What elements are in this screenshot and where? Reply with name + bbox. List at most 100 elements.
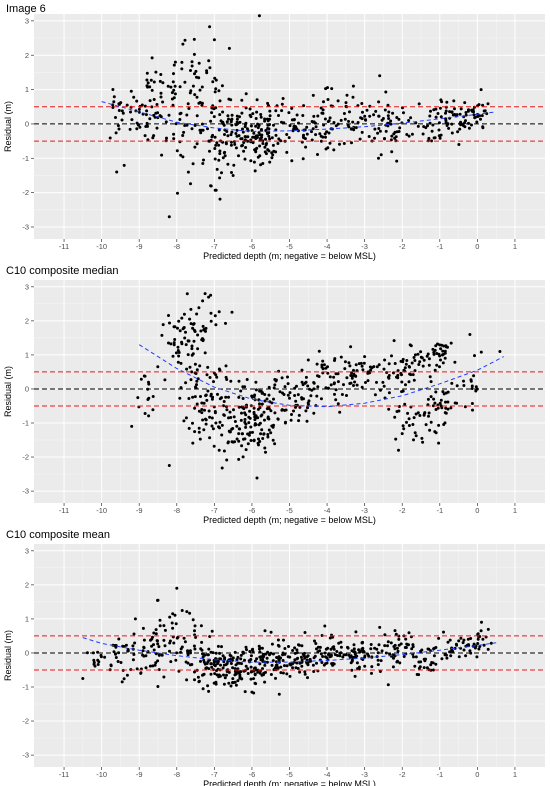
data-point [400,380,404,384]
data-point [266,433,270,436]
data-point [489,641,493,645]
data-point [314,133,318,137]
data-point [191,84,195,88]
data-point [339,118,343,122]
data-point [261,667,264,671]
data-point [353,650,357,654]
data-point [306,676,309,680]
data-point [290,413,293,416]
data-point [230,123,234,127]
data-point [217,158,221,162]
data-point [263,393,267,396]
data-point [241,127,244,131]
data-point [190,347,194,351]
data-point [427,357,431,361]
data-point [198,128,202,132]
data-point [315,661,318,665]
data-point [443,356,447,360]
data-point [222,123,226,127]
data-point [265,397,269,401]
data-point [262,652,266,656]
data-point [401,424,405,428]
data-point [419,350,423,354]
data-point [402,427,406,431]
data-point [464,654,468,658]
data-point [413,431,417,435]
data-point [383,137,386,140]
data-point [270,156,274,160]
data-point [306,402,310,406]
x-axis-title: Predicted depth (m; negative = below MSL… [203,251,376,261]
data-point [274,676,277,680]
data-point [353,674,357,678]
data-point [445,100,449,104]
data-point [234,683,238,687]
data-point [450,649,454,653]
data-point [197,409,201,413]
data-point [395,410,399,413]
data-point [218,197,222,201]
data-point [443,351,447,355]
trend-curve [138,344,504,408]
y-tick-label: 3 [25,546,29,555]
data-point [417,666,421,670]
outlier-point [363,355,367,359]
data-point [474,385,478,389]
data-point [356,121,360,124]
data-point [466,637,470,641]
data-point [168,321,171,325]
data-point [470,402,474,405]
data-point [217,310,221,314]
data-point [286,655,290,659]
data-point [177,351,181,354]
data-point [260,428,264,432]
data-point [334,388,338,392]
data-point [244,664,248,668]
data-point [235,128,239,132]
data-point [223,676,227,680]
data-point [373,127,377,131]
data-point [160,653,164,657]
data-point [290,106,294,110]
data-point [422,358,426,362]
data-point [220,466,224,470]
data-point [236,679,240,683]
data-point [194,69,198,73]
data-point [268,653,271,657]
data-point [339,645,343,649]
x-tick-label: -3 [361,242,368,251]
data-point [321,367,325,371]
data-point [243,658,246,662]
x-tick-label: -9 [136,242,143,251]
data-point [350,649,354,653]
data-point [208,149,211,153]
x-tick-label: -8 [173,770,180,779]
data-point [193,624,197,628]
data-point [392,132,396,136]
data-point [301,114,305,117]
data-point [156,642,160,646]
data-point [378,670,382,673]
data-point [177,319,181,323]
data-point [253,418,257,422]
x-tick-label: -8 [173,242,180,251]
data-point [162,624,166,628]
data-point [446,407,450,411]
data-point [151,408,155,412]
y-tick-label: -1 [22,154,29,163]
data-point [355,661,359,665]
data-point [418,414,422,417]
data-point [185,367,189,371]
data-point [279,665,283,669]
data-point [222,663,226,667]
data-point [129,110,132,114]
data-point [365,108,369,112]
x-tick-label: -11 [59,506,69,515]
data-point [258,671,262,675]
data-point [222,673,225,677]
data-point [445,656,449,660]
data-point [99,653,103,657]
data-point [212,444,216,448]
data-point [438,106,442,110]
data-point [156,365,160,369]
